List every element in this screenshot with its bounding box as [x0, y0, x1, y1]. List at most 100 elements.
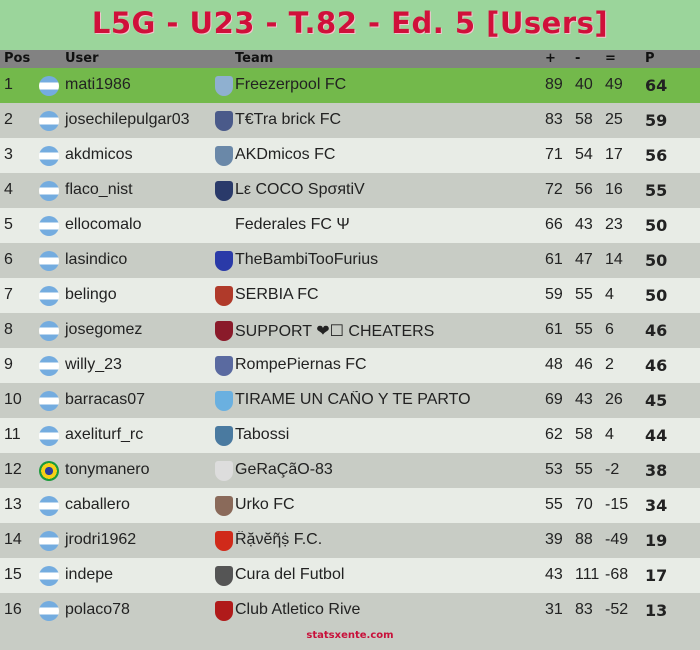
goals-against: 58 [575, 426, 593, 443]
team-name[interactable]: TheBambiTooFurius [235, 251, 379, 268]
goals-against: 55 [575, 321, 593, 338]
argentina-flag-icon [39, 601, 59, 621]
goals-for: 39 [545, 531, 563, 548]
goals-for: 53 [545, 461, 563, 478]
user-name[interactable]: barracas07 [65, 391, 146, 408]
user-name[interactable]: akdmicos [65, 146, 133, 163]
table-row[interactable]: 5 ellocomalo Federales FC Ψ 66 43 23 50 [0, 208, 700, 243]
table-row[interactable]: 9 willy_23 RompePiernas FC 48 46 2 46 [0, 348, 700, 383]
points: 56 [645, 146, 668, 165]
goals-for: 83 [545, 111, 563, 128]
goals-for: 89 [545, 76, 563, 93]
user-name[interactable]: jrodri1962 [65, 531, 137, 548]
team-name[interactable]: TIRAME UN CAÑO Y TE PARTO [235, 391, 471, 408]
goal-difference: 26 [605, 391, 623, 408]
header-pos: Pos [4, 51, 31, 66]
team-crest-icon [215, 181, 233, 201]
argentina-flag-icon [39, 496, 59, 516]
header-diff: = [605, 51, 616, 66]
team-name[interactable]: T€Tra brick FC [235, 111, 342, 128]
team-name[interactable]: Lε COCO SpσяtiV [235, 181, 365, 198]
table-row[interactable]: 3 akdmicos AKDmicos FC 71 54 17 56 [0, 138, 700, 173]
user-name[interactable]: axeliturf_rc [65, 426, 144, 443]
user-name[interactable]: lasindico [65, 251, 128, 268]
team-crest-icon [215, 76, 233, 96]
user-name[interactable]: indepe [65, 566, 114, 583]
goals-for: 61 [545, 251, 563, 268]
table-row[interactable]: 12 tonymanero GeRaÇãO-83 53 55 -2 38 [0, 453, 700, 488]
goal-difference: 25 [605, 111, 623, 128]
user-name[interactable]: caballero [65, 496, 130, 513]
team-crest-icon [215, 286, 233, 306]
table-row[interactable]: 2 josechilepulgar03 T€Tra brick FC 83 58 25 59 [0, 103, 700, 138]
position: 2 [4, 111, 13, 128]
position: 7 [4, 286, 13, 303]
team-name[interactable]: SERBIA FC [235, 286, 319, 303]
user-name[interactable]: mati1986 [65, 76, 131, 93]
team-name[interactable]: Tabossi [235, 426, 290, 443]
table-row[interactable]: 15 indepe Cura del Futbol 43 111 -68 17 [0, 558, 700, 593]
table-row[interactable]: 16 polaco78 Club Atletico Rive 31 83 -52 13 [0, 593, 700, 628]
team-crest-icon [215, 566, 233, 586]
table-row[interactable]: 11 axeliturf_rc Tabossi 62 58 4 44 [0, 418, 700, 453]
team-name[interactable]: Club Atletico Rive [235, 601, 361, 618]
table-row[interactable]: 6 lasindico TheBambiTooFurius 61 47 14 50 [0, 243, 700, 278]
goal-difference: 4 [605, 426, 614, 443]
points: 13 [645, 601, 668, 620]
points: 59 [645, 111, 668, 130]
user-name[interactable]: tonymanero [65, 461, 150, 478]
position: 5 [4, 216, 13, 233]
team-name[interactable]: Cura del Futbol [235, 566, 345, 583]
goal-difference: -68 [605, 566, 629, 583]
table-row[interactable]: 14 jrodri1962 Ȓặνĕῆṩ F.C. 39 88 -49 19 [0, 523, 700, 558]
team-name[interactable]: AKDmicos FC [235, 146, 336, 163]
team-name[interactable]: Urko FC [235, 496, 295, 513]
user-name[interactable]: willy_23 [65, 356, 122, 373]
page-title: L5G - U23 - T.82 - Ed. 5 [Users] [0, 0, 700, 50]
team-name[interactable]: Freezerpool FC [235, 76, 347, 93]
points: 50 [645, 216, 668, 235]
header-team: Team [235, 51, 274, 66]
table-row[interactable]: 1 mati1986 Freezerpool FC 89 40 49 64 [0, 68, 700, 103]
user-name[interactable]: flaco_nist [65, 181, 133, 198]
team-name[interactable]: Federales FC Ψ [235, 216, 350, 233]
points: 50 [645, 251, 668, 270]
user-name[interactable]: josechilepulgar03 [65, 111, 190, 128]
team-name[interactable]: RompePiernas FC [235, 356, 367, 373]
goals-against: 83 [575, 601, 593, 618]
goal-difference: -15 [605, 496, 629, 513]
points: 17 [645, 566, 668, 585]
points: 34 [645, 496, 668, 515]
goals-against: 56 [575, 181, 593, 198]
argentina-flag-icon [39, 286, 59, 306]
position: 10 [4, 391, 22, 408]
table-row[interactable]: 10 barracas07 TIRAME UN CAÑO Y TE PARTO 69 4… [0, 383, 700, 418]
team-name[interactable]: SUPPORT ❤☐ CHEATERS [235, 323, 435, 340]
goal-difference: 2 [605, 356, 614, 373]
team-name[interactable]: GeRaÇãO-83 [235, 461, 333, 478]
argentina-flag-icon [39, 391, 59, 411]
team-name[interactable]: Ȓặνĕῆṩ F.C. [235, 531, 323, 548]
user-name[interactable]: polaco78 [65, 601, 130, 618]
table-row[interactable]: 13 caballero Urko FC 55 70 -15 34 [0, 488, 700, 523]
goals-for: 48 [545, 356, 563, 373]
footer-credit[interactable]: statsxente.com [306, 630, 394, 641]
argentina-flag-icon [39, 566, 59, 586]
goals-for: 71 [545, 146, 563, 163]
user-name[interactable]: belingo [65, 286, 117, 303]
table-row[interactable]: 8 josegomez SUPPORT ❤☐ CHEATERS 61 55 6 46 [0, 313, 700, 348]
team-crest-icon [215, 531, 233, 551]
table-row[interactable]: 7 belingo SERBIA FC 59 55 4 50 [0, 278, 700, 313]
team-crest-icon [215, 356, 233, 376]
table-row[interactable]: 4 flaco_nist Lε COCO SpσяtiV 72 56 16 55 [0, 173, 700, 208]
argentina-flag-icon [39, 356, 59, 376]
team-crest-icon [215, 146, 233, 166]
table-header: Pos User Team + - = P [0, 50, 700, 68]
goal-difference: 17 [605, 146, 623, 163]
position: 12 [4, 461, 22, 478]
argentina-flag-icon [39, 76, 59, 96]
user-name[interactable]: ellocomalo [65, 216, 142, 233]
user-name[interactable]: josegomez [65, 321, 143, 338]
argentina-flag-icon [39, 251, 59, 271]
position: 16 [4, 601, 22, 618]
